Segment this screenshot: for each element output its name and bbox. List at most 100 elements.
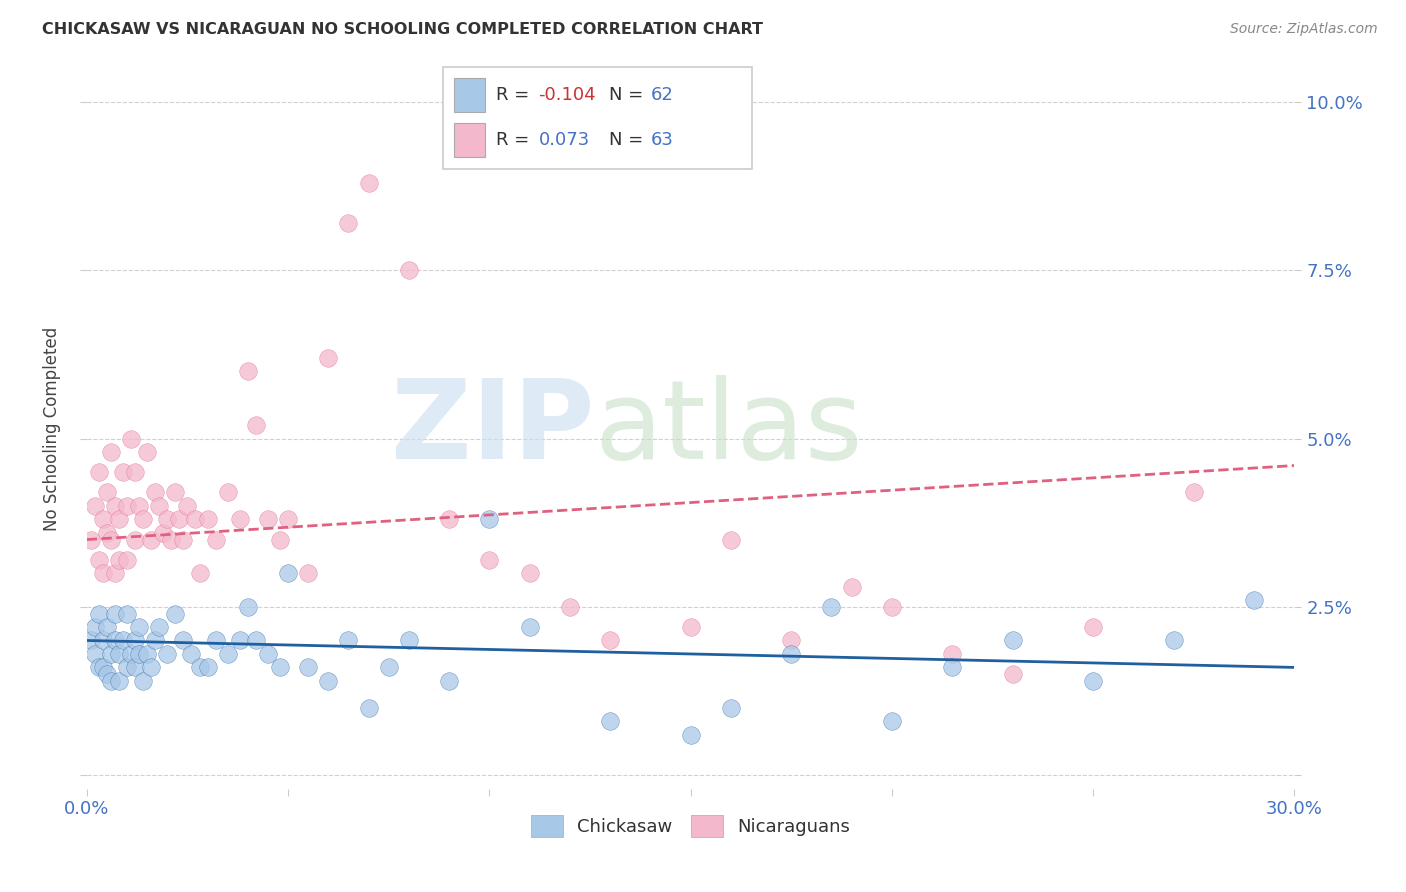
Point	[229, 633, 252, 648]
Point	[1163, 633, 1185, 648]
Point	[229, 512, 252, 526]
Point	[337, 216, 360, 230]
Point	[478, 553, 501, 567]
Point	[236, 364, 259, 378]
Text: 63: 63	[651, 131, 673, 149]
Point	[1001, 633, 1024, 648]
Point	[83, 620, 105, 634]
Point	[148, 620, 170, 634]
Point	[104, 633, 127, 648]
Point	[115, 607, 138, 621]
Point	[236, 599, 259, 614]
Point	[1081, 673, 1104, 688]
Point	[478, 512, 501, 526]
Point	[108, 673, 131, 688]
Point	[780, 633, 803, 648]
Point	[128, 647, 150, 661]
Point	[83, 499, 105, 513]
Point	[720, 700, 742, 714]
Point	[91, 512, 114, 526]
Text: R =: R =	[496, 87, 536, 104]
Point	[136, 445, 159, 459]
Point	[188, 566, 211, 581]
Point	[160, 533, 183, 547]
Point	[100, 445, 122, 459]
Point	[108, 512, 131, 526]
Point	[132, 512, 155, 526]
Point	[165, 485, 187, 500]
Point	[880, 714, 903, 729]
Point	[318, 351, 340, 365]
Point	[169, 512, 191, 526]
Point	[143, 485, 166, 500]
Point	[599, 714, 621, 729]
Text: N =: N =	[609, 131, 648, 149]
Point	[599, 633, 621, 648]
Point	[204, 533, 226, 547]
Point	[156, 512, 179, 526]
Point	[519, 566, 541, 581]
Legend: Chickasaw, Nicaraguans: Chickasaw, Nicaraguans	[523, 808, 858, 845]
Point	[1001, 667, 1024, 681]
Point	[96, 485, 118, 500]
Point	[87, 607, 110, 621]
Point	[96, 525, 118, 540]
Point	[679, 620, 702, 634]
Point	[257, 512, 280, 526]
Point	[115, 553, 138, 567]
Point	[184, 512, 207, 526]
Text: atlas: atlas	[593, 375, 862, 482]
Point	[91, 660, 114, 674]
Point	[172, 533, 194, 547]
Point	[104, 499, 127, 513]
Text: N =: N =	[609, 87, 648, 104]
Point	[128, 620, 150, 634]
Point	[679, 728, 702, 742]
Point	[204, 633, 226, 648]
Point	[197, 512, 219, 526]
Point	[257, 647, 280, 661]
Text: -0.104: -0.104	[538, 87, 596, 104]
Point	[841, 580, 863, 594]
Point	[180, 647, 202, 661]
Point	[91, 633, 114, 648]
Point	[245, 418, 267, 433]
Point	[152, 525, 174, 540]
Point	[87, 660, 110, 674]
Point	[96, 620, 118, 634]
Point	[115, 499, 138, 513]
Point	[132, 673, 155, 688]
Point	[108, 647, 131, 661]
Text: CHICKASAW VS NICARAGUAN NO SCHOOLING COMPLETED CORRELATION CHART: CHICKASAW VS NICARAGUAN NO SCHOOLING COM…	[42, 22, 763, 37]
Point	[217, 485, 239, 500]
Point	[87, 465, 110, 479]
Point	[96, 667, 118, 681]
Point	[277, 566, 299, 581]
Point	[87, 553, 110, 567]
Point	[269, 533, 291, 547]
Point	[104, 566, 127, 581]
Point	[148, 499, 170, 513]
Point	[269, 660, 291, 674]
Point	[297, 566, 319, 581]
Point	[100, 673, 122, 688]
Point	[337, 633, 360, 648]
Point	[197, 660, 219, 674]
Text: 62: 62	[651, 87, 673, 104]
Text: Source: ZipAtlas.com: Source: ZipAtlas.com	[1230, 22, 1378, 37]
Point	[941, 647, 963, 661]
Point	[1081, 620, 1104, 634]
Point	[318, 673, 340, 688]
Point	[120, 647, 142, 661]
Point	[297, 660, 319, 674]
Text: 0.073: 0.073	[538, 131, 589, 149]
Point	[941, 660, 963, 674]
Point	[91, 566, 114, 581]
Point	[112, 465, 135, 479]
Point	[720, 533, 742, 547]
Point	[217, 647, 239, 661]
Point	[165, 607, 187, 621]
Point	[128, 499, 150, 513]
Point	[398, 263, 420, 277]
Point	[377, 660, 399, 674]
